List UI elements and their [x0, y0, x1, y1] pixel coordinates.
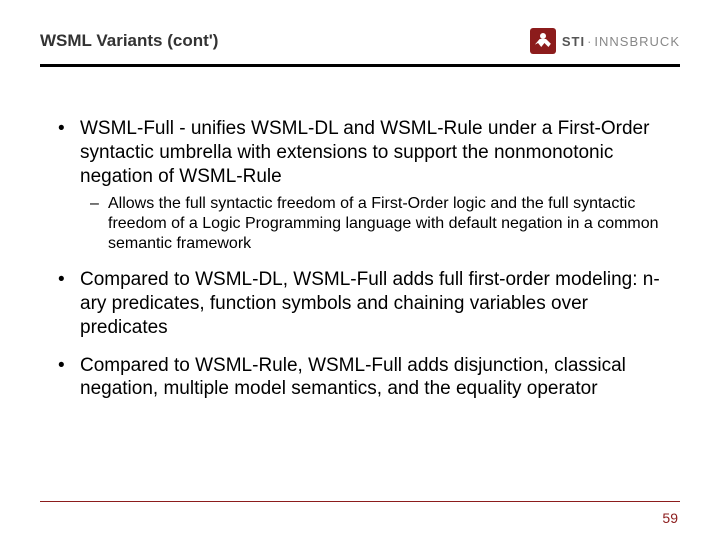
bullet-text: Compared to WSML-Rule, WSML-Full adds di…	[80, 355, 626, 400]
bullet-text: WSML-Full - unifies WSML-DL and WSML-Rul…	[80, 118, 649, 187]
list-item: Compared to WSML-DL, WSML-Full adds full…	[50, 268, 670, 339]
sub-bullet-text: Allows the full syntactic freedom of a F…	[108, 195, 659, 252]
logo-icon	[530, 28, 556, 54]
logo-text: STI·INNSBRUCK	[562, 34, 680, 49]
bullet-text: Compared to WSML-DL, WSML-Full adds full…	[80, 269, 660, 338]
list-item: WSML-Full - unifies WSML-DL and WSML-Rul…	[50, 117, 670, 254]
slide-title: WSML Variants (cont')	[40, 31, 218, 51]
list-item: Compared to WSML-Rule, WSML-Full adds di…	[50, 354, 670, 402]
footer-rule	[40, 501, 680, 502]
logo-separator: ·	[587, 34, 592, 49]
logo: STI·INNSBRUCK	[530, 28, 680, 54]
bullet-list: WSML-Full - unifies WSML-DL and WSML-Rul…	[50, 117, 670, 401]
logo-city: INNSBRUCK	[594, 34, 680, 49]
slide-body: WSML-Full - unifies WSML-DL and WSML-Rul…	[0, 67, 720, 401]
sub-list: Allows the full syntactic freedom of a F…	[80, 194, 670, 254]
logo-sti: STI	[562, 34, 585, 49]
slide-header: WSML Variants (cont') STI·INNSBRUCK	[0, 0, 720, 64]
page-number: 59	[662, 510, 678, 526]
sub-list-item: Allows the full syntactic freedom of a F…	[80, 194, 670, 254]
